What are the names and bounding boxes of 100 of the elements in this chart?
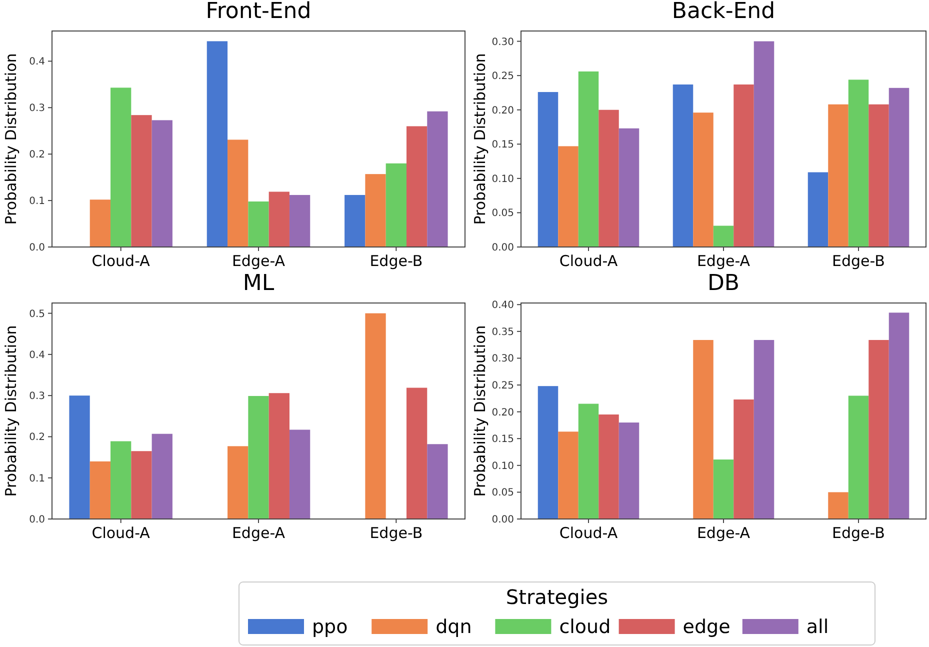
- chart-title: DB: [707, 271, 740, 296]
- bar: [598, 110, 619, 247]
- bar: [365, 174, 386, 247]
- bar: [427, 444, 448, 519]
- y-tick-label: 0.5: [29, 308, 45, 320]
- y-tick-label: 0.30: [492, 36, 514, 48]
- y-tick-label: 0.20: [492, 105, 514, 116]
- bar: [618, 128, 640, 247]
- bar: [754, 340, 774, 519]
- bar: [693, 112, 714, 247]
- y-tick-label: 0.25: [492, 380, 514, 392]
- x-tick-label: Edge-B: [370, 252, 423, 270]
- y-tick-label: 0.15: [492, 140, 514, 151]
- bar: [848, 396, 869, 519]
- y-axis-title: Probability Distribution: [2, 325, 20, 497]
- x-tick-label: Edge-A: [696, 252, 751, 270]
- bar: [848, 80, 869, 247]
- bar: [131, 451, 152, 519]
- y-tick-label: 0.35: [492, 326, 514, 338]
- y-tick-label: 0.00: [492, 242, 514, 254]
- x-tick-label: Edge-A: [232, 252, 286, 270]
- y-tick-label: 0.30: [492, 354, 514, 365]
- bar: [618, 422, 640, 519]
- bar: [386, 163, 406, 247]
- y-tick-label: 0.4: [29, 56, 45, 68]
- bar: [868, 340, 889, 519]
- bar: [538, 92, 558, 247]
- x-tick-label: Cloud-A: [92, 252, 151, 270]
- bar: [152, 434, 172, 519]
- bar: [110, 88, 132, 247]
- y-tick-label: 0.4: [29, 350, 45, 361]
- bar: [289, 194, 310, 247]
- y-tick-label: 0.3: [29, 391, 45, 402]
- x-tick-label: Cloud-A: [92, 524, 151, 542]
- bar: [734, 399, 754, 519]
- x-tick-label: Edge-A: [696, 524, 751, 542]
- bar: [268, 192, 290, 247]
- chart-title: Back-End: [672, 0, 776, 24]
- bar: [406, 388, 428, 519]
- y-axis-title: Probability Distribution: [471, 325, 489, 497]
- bar: [713, 226, 734, 247]
- bar: [289, 430, 310, 519]
- bar: [693, 340, 714, 519]
- y-tick-label: 0.1: [29, 196, 45, 208]
- chart-title: Front-End: [206, 0, 312, 24]
- y-tick-label: 0.00: [492, 514, 514, 526]
- y-tick-label: 0.1: [29, 473, 45, 484]
- legend-label: edge: [682, 616, 730, 638]
- x-tick-label: Cloud-A: [559, 252, 618, 270]
- y-axis-title: Probability Distribution: [471, 53, 489, 225]
- bar: [268, 393, 290, 519]
- bar: [672, 84, 694, 247]
- bar: [90, 200, 111, 247]
- x-tick-label: Edge-B: [370, 524, 423, 542]
- y-tick-label: 0.2: [29, 432, 45, 444]
- bar: [228, 140, 248, 247]
- bar: [808, 172, 828, 247]
- bar: [152, 120, 172, 247]
- bar: [365, 313, 386, 519]
- bar: [578, 71, 599, 247]
- x-tick-label: Cloud-A: [559, 524, 618, 542]
- bar: [427, 111, 448, 247]
- bar: [828, 104, 848, 247]
- y-tick-label: 0.2: [29, 150, 45, 161]
- y-tick-label: 0.0: [29, 514, 45, 526]
- bar: [754, 41, 774, 247]
- bar: [734, 84, 754, 247]
- bar: [538, 386, 558, 519]
- y-tick-label: 0.40: [492, 300, 514, 312]
- y-tick-label: 0.0: [29, 242, 45, 254]
- x-tick-label: Edge-A: [232, 524, 286, 542]
- y-tick-label: 0.10: [492, 174, 514, 185]
- bar: [598, 414, 619, 519]
- y-tick-label: 0.25: [492, 71, 514, 82]
- bar: [868, 104, 889, 247]
- legend-label: ppo: [312, 616, 348, 638]
- bar: [90, 461, 111, 519]
- bar: [713, 460, 734, 519]
- bar: [228, 446, 248, 519]
- y-tick-label: 0.05: [492, 208, 514, 220]
- y-tick-label: 0.10: [492, 460, 514, 472]
- bar: [558, 432, 578, 519]
- bar: [69, 396, 90, 519]
- bar: [344, 194, 366, 247]
- chart-title: ML: [242, 271, 275, 296]
- bar: [110, 441, 132, 519]
- bar: [248, 396, 269, 519]
- y-tick-label: 0.15: [492, 434, 514, 446]
- y-axis-title: Probability Distribution: [2, 53, 20, 225]
- bar: [888, 312, 910, 519]
- y-tick-label: 0.3: [29, 103, 45, 114]
- y-tick-label: 0.05: [492, 488, 514, 499]
- bar: [828, 492, 848, 519]
- bar: [888, 88, 910, 247]
- legend-label: all: [806, 616, 829, 638]
- y-tick-label: 0.20: [492, 407, 514, 418]
- legend-title: Strategies: [506, 585, 608, 609]
- x-tick-label: Edge-B: [832, 524, 885, 542]
- bar: [131, 115, 152, 247]
- legend-label: cloud: [559, 616, 611, 638]
